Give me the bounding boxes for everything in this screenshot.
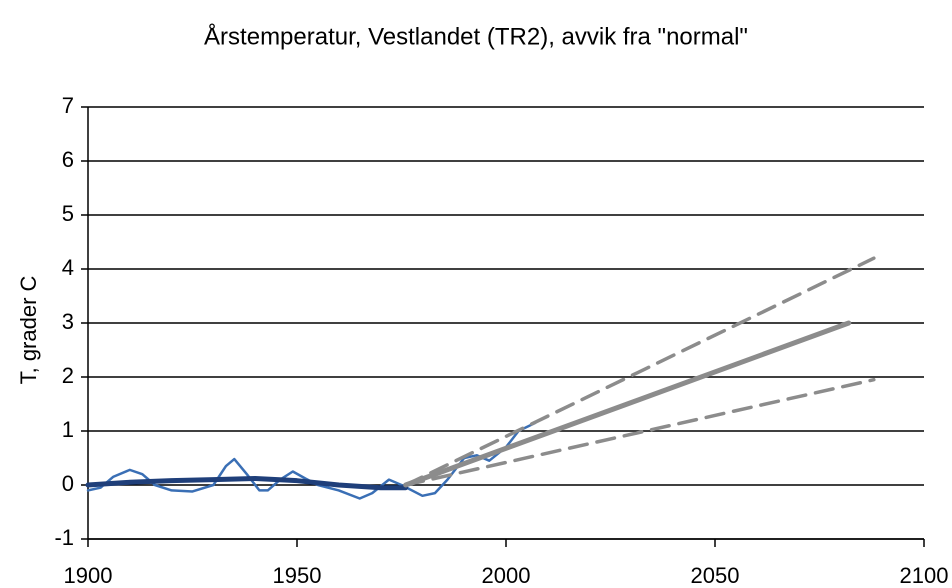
y-tick-label: 7 [62, 93, 74, 118]
x-tick-label: 2100 [900, 563, 949, 588]
line-series [403, 377, 876, 487]
y-tick-label: 2 [62, 363, 74, 388]
line-series [403, 256, 876, 487]
y-tick-label: 1 [62, 417, 74, 442]
y-tick-label: -1 [54, 525, 74, 550]
chart-title: Årstemperatur, Vestlandet (TR2), avvik f… [204, 22, 748, 50]
y-tick-label: 3 [62, 309, 74, 334]
line-series [85, 476, 409, 491]
x-tick-label: 2050 [691, 563, 740, 588]
y-tick-label: 5 [62, 201, 74, 226]
y-tick-label: 6 [62, 147, 74, 172]
y-tick-label: 4 [62, 255, 74, 280]
y-axis-label: T, grader C [16, 275, 41, 384]
line-series [403, 320, 852, 488]
x-tick-label: 1900 [64, 563, 113, 588]
y-tick-label: 0 [62, 471, 74, 496]
x-tick-label: 1950 [273, 563, 322, 588]
line-series [86, 421, 537, 500]
x-tick-label: 2000 [482, 563, 531, 588]
